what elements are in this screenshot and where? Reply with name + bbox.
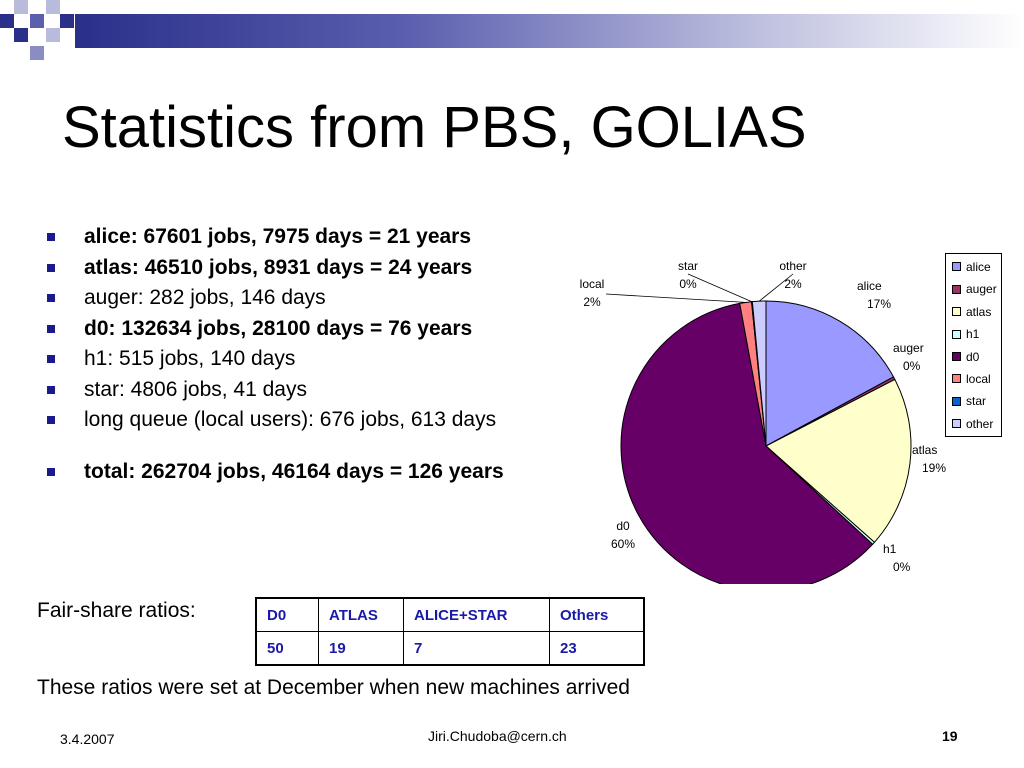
pie-label-name: local xyxy=(580,277,605,291)
legend-item: star xyxy=(952,394,986,408)
legend-item: other xyxy=(952,417,993,431)
legend-item: h1 xyxy=(952,327,979,341)
bullet-marker xyxy=(47,355,55,363)
bullet-item: d0: 132634 jobs, 28100 days = 76 years xyxy=(44,316,564,341)
table-header-cell: D0 xyxy=(255,597,319,632)
bullet-item: auger: 282 jobs, 146 days xyxy=(44,285,564,310)
table-header-cell: Others xyxy=(549,597,645,632)
bullet-item: h1: 515 jobs, 140 days xyxy=(44,346,564,371)
table-header-cell: ALICE+STAR xyxy=(403,597,550,632)
bullet-marker xyxy=(47,263,55,272)
pie-chart: alice 17% auger 0% atlas 19% h1 0% d0 60% local 2% s… xyxy=(580,259,946,584)
table-cell: 50 xyxy=(255,631,319,666)
legend-swatch xyxy=(952,396,961,406)
pie-label-percent: 19% xyxy=(922,461,946,475)
table-header-row: D0 ATLAS ALICE+STAR Others xyxy=(255,597,645,632)
legend-label: atlas xyxy=(966,304,992,319)
footer-page-number: 19 xyxy=(942,728,958,744)
bullet-text: star: 4806 jobs, 41 days xyxy=(84,377,307,401)
legend-label: star xyxy=(966,394,987,409)
pie-slice-atlas xyxy=(765,378,912,543)
pie-label-name: h1 xyxy=(883,542,897,556)
corner-decoration xyxy=(0,0,75,62)
footer-date: 3.4.2007 xyxy=(60,731,115,747)
legend-label: d0 xyxy=(966,349,980,364)
legend-label: h1 xyxy=(966,327,980,342)
pie-label-name: alice xyxy=(857,279,882,293)
bullet-text: auger: 282 jobs, 146 days xyxy=(84,286,326,309)
table-cell: 23 xyxy=(549,631,645,666)
bullet-item: long queue (local users): 676 jobs, 613 … xyxy=(44,407,544,432)
pie-label-name: d0 xyxy=(616,519,630,533)
pie-label-name: atlas xyxy=(912,443,937,457)
legend-swatch xyxy=(952,307,961,317)
bullet-marker xyxy=(47,324,55,333)
chart-legend: alice auger atlas h1 d0 local star other xyxy=(945,253,1002,437)
pie-label-name: other xyxy=(779,259,806,273)
table-cell: 7 xyxy=(403,631,550,666)
bullet-item: alice: 67601 jobs, 7975 days = 21 years xyxy=(44,224,564,249)
legend-swatch xyxy=(952,351,961,361)
bullet-item: total: 262704 jobs, 46164 days = 126 yea… xyxy=(44,459,544,484)
bullet-text: total: 262704 jobs, 46164 days = 126 yea… xyxy=(84,460,504,483)
bullet-marker xyxy=(47,468,55,476)
bullet-text: d0: 132634 jobs, 28100 days = 76 years xyxy=(84,316,473,340)
pie-slice-d0 xyxy=(620,302,874,584)
header-bar xyxy=(75,14,1024,48)
pie-label-percent: 60% xyxy=(611,537,635,551)
bullet-marker xyxy=(47,294,55,302)
bullet-marker xyxy=(47,416,55,424)
legend-label: auger xyxy=(966,282,997,297)
legend-item: auger xyxy=(952,282,997,296)
legend-item: d0 xyxy=(952,350,979,364)
pie-label-percent: 0% xyxy=(893,560,911,574)
fairshare-note: These ratios were set at December when n… xyxy=(37,676,630,699)
fairshare-label: Fair-share ratios: xyxy=(37,599,196,622)
legend-swatch xyxy=(952,419,961,429)
legend-label: alice xyxy=(966,260,991,274)
bullet-text: atlas: 46510 jobs, 8931 days = 24 years xyxy=(84,255,473,279)
pie-leader-line xyxy=(758,273,794,302)
pie-label-percent: 0% xyxy=(679,277,697,291)
legend-item: alice xyxy=(952,260,991,274)
legend-item: local xyxy=(952,372,991,386)
legend-swatch xyxy=(952,374,961,384)
bullet-text: long queue (local users): 676 jobs, 613 … xyxy=(84,408,497,431)
legend-item: atlas xyxy=(952,305,991,319)
pie-label-percent: 17% xyxy=(867,297,891,311)
pie-leader-line xyxy=(687,273,753,303)
legend-swatch xyxy=(952,284,961,294)
pie-label-percent: 2% xyxy=(784,277,802,291)
pie-leader-line xyxy=(605,293,746,303)
legend-label: local xyxy=(966,372,991,386)
bullet-text: h1: 515 jobs, 140 days xyxy=(84,347,296,370)
bullet-item: star: 4806 jobs, 41 days xyxy=(44,377,564,402)
table-header-cell: ATLAS xyxy=(318,597,404,632)
table-row: 50 19 7 23 xyxy=(255,631,645,666)
pie-label-name: auger xyxy=(893,341,924,355)
bullet-marker xyxy=(47,233,55,241)
pie-label-percent: 0% xyxy=(903,359,921,373)
pie-label-percent: 2% xyxy=(583,295,601,309)
slide-title: Statistics from PBS, GOLIAS xyxy=(62,95,807,160)
legend-label: other xyxy=(966,416,994,431)
fairshare-table: D0 ATLAS ALICE+STAR Others 50 19 7 23 xyxy=(255,597,645,666)
pie-slice-alice xyxy=(765,300,895,447)
legend-swatch xyxy=(952,262,961,272)
pie-label-name: star xyxy=(678,259,698,273)
bullet-text: alice: 67601 jobs, 7975 days = 21 years xyxy=(84,225,472,248)
footer-email: Jiri.Chudoba@cern.ch xyxy=(428,728,567,744)
table-cell: 19 xyxy=(318,631,404,666)
bullet-item: atlas: 46510 jobs, 8931 days = 24 years xyxy=(44,255,564,280)
legend-swatch xyxy=(952,329,961,339)
bullet-list: alice: 67601 jobs, 7975 days = 21 years … xyxy=(44,224,564,490)
bullet-marker xyxy=(47,385,55,394)
